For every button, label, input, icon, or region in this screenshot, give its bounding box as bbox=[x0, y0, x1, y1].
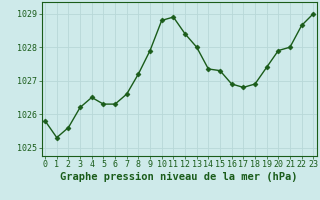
X-axis label: Graphe pression niveau de la mer (hPa): Graphe pression niveau de la mer (hPa) bbox=[60, 172, 298, 182]
